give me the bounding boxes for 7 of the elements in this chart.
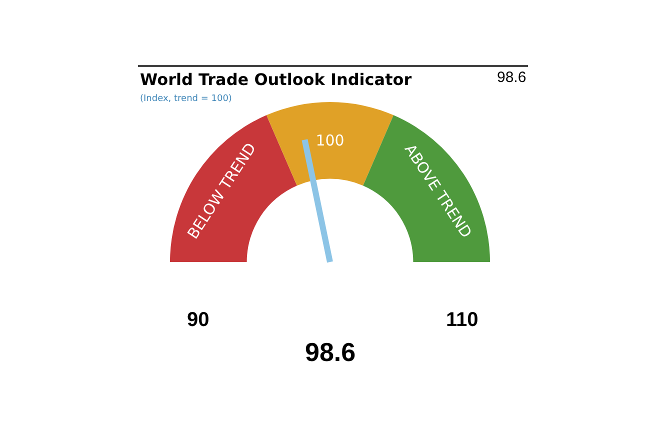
text: 98.6 <box>497 69 526 86</box>
slice-label: 100 <box>316 131 344 150</box>
chart-title: World Trade Outlook Indicator <box>140 70 412 89</box>
text: 98.6 <box>305 337 356 367</box>
text: 90 <box>187 309 210 331</box>
chart-subtitle: (Index, trend = 100) <box>140 94 232 104</box>
text: 110 <box>446 309 478 331</box>
